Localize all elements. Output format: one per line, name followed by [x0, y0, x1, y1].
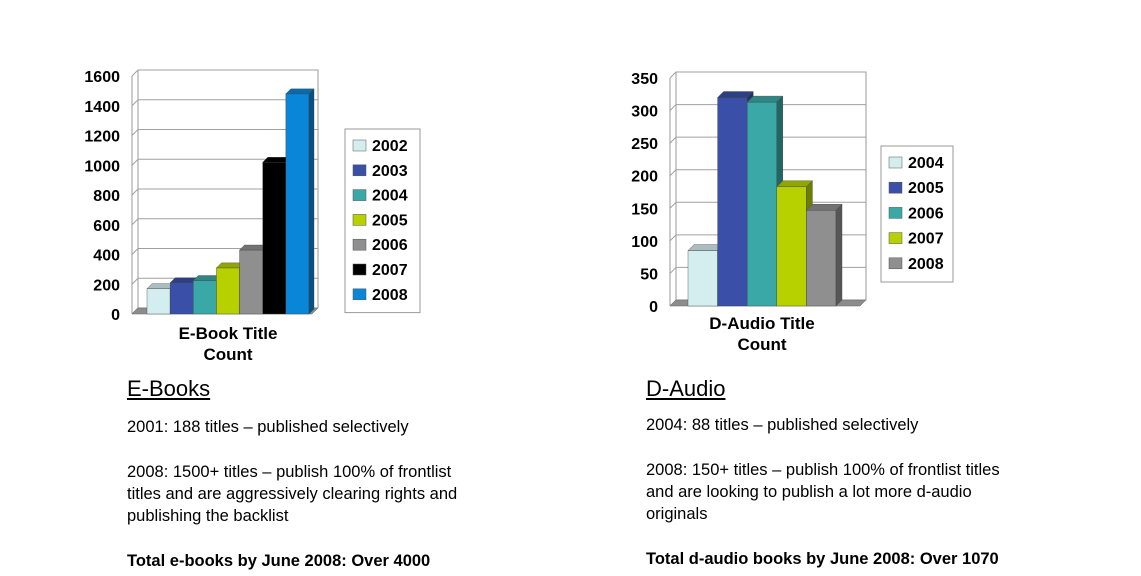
bar-2004	[687, 250, 718, 307]
legend-swatch-2004	[888, 156, 903, 169]
y-tick-label: 1600	[84, 69, 120, 86]
legend-swatch-2003	[352, 164, 367, 177]
gridline-side	[131, 129, 139, 136]
gridline-side	[131, 188, 139, 196]
bar-2007	[262, 162, 287, 315]
ebooks-para-2008: 2008: 1500+ titles – publish 100% of fro…	[127, 461, 527, 527]
legend-label-2004: 2004	[908, 155, 944, 172]
bar-side-2008	[835, 203, 843, 307]
legend-label-2008: 2008	[908, 256, 944, 273]
legend-swatch-2008	[888, 257, 903, 270]
daudio-para-2008-line3: originals	[646, 505, 708, 523]
bar-2002	[146, 288, 171, 315]
legend-label-2006: 2006	[908, 205, 944, 222]
legend-swatch-2007	[352, 263, 367, 276]
gridline-side	[669, 136, 677, 144]
gridline-side	[669, 201, 677, 209]
gridline-side	[669, 71, 677, 79]
legend-label-2007: 2007	[908, 231, 944, 248]
y-tick-label: 150	[631, 201, 658, 218]
gridline-side	[131, 248, 139, 255]
legend-label-2002: 2002	[372, 138, 408, 155]
bar-2006	[239, 249, 263, 315]
legend-label-2005: 2005	[372, 212, 408, 229]
y-tick-label: 300	[631, 104, 658, 121]
bar-2003	[169, 282, 194, 315]
x-axis-label-line: Count	[203, 345, 252, 364]
gridline-side	[131, 69, 139, 77]
daudio-para-2008: 2008: 150+ titles – publish 100% of fron…	[646, 459, 1046, 525]
legend-swatch-2002	[352, 139, 367, 152]
y-tick-label: 1000	[84, 158, 120, 175]
ebooks-para-2008-line1: 2008: 1500+ titles – publish 100% of fro…	[127, 463, 452, 481]
bar-2005	[717, 97, 748, 307]
gridline-side	[131, 277, 139, 285]
legend-label-2006: 2006	[372, 237, 408, 254]
legend-swatch-2004	[352, 189, 367, 201]
y-tick-label: 200	[631, 169, 658, 186]
gridline-side	[669, 267, 677, 274]
y-tick-label: 1400	[84, 99, 120, 116]
legend-label-2003: 2003	[372, 163, 408, 180]
bar-2008	[285, 93, 310, 315]
y-tick-label: 800	[93, 188, 120, 205]
x-axis-label-line: Count	[737, 335, 786, 354]
legend-swatch-2005	[888, 181, 903, 194]
daudio-heading: D-Audio	[646, 376, 726, 401]
ebooks-para-2008-line3: publishing the backlist	[127, 507, 289, 525]
legend-label-2007: 2007	[372, 262, 408, 279]
ebooks-para-2008-line2: titles and are aggressively clearing rig…	[127, 485, 458, 503]
gridline-side	[131, 218, 139, 226]
gridline-side	[131, 99, 139, 107]
y-tick-label: 200	[93, 277, 120, 294]
daudio-total: Total d-audio books by June 2008: Over 1…	[646, 550, 999, 568]
gridline-side	[669, 169, 677, 177]
legend-swatch-2006	[888, 207, 903, 219]
gridline-side	[131, 158, 139, 166]
ebooks-total: Total e-books by June 2008: Over 4000	[127, 552, 431, 570]
legend-label-2005: 2005	[908, 180, 944, 197]
ebook-title-count-chart: 0 200 400 600 800 1000 1200 1400 1600 E-Book Titl…	[84, 69, 421, 364]
y-tick-label: 50	[640, 266, 658, 283]
gridline-side	[669, 104, 677, 111]
legend-swatch-2006	[352, 238, 367, 251]
ebooks-heading: E-Books	[127, 376, 211, 401]
bar-2004	[193, 280, 217, 315]
bar-2006	[746, 101, 777, 307]
bar-2008	[806, 210, 837, 307]
y-tick-label: 1200	[84, 129, 120, 146]
ebooks-para-2001: 2001: 188 titles – published selectively	[127, 418, 409, 436]
bar-2007	[776, 186, 807, 307]
y-tick-label: 100	[631, 234, 658, 251]
y-tick-label: 400	[93, 248, 120, 265]
x-axis-label-line: D-Audio Title	[709, 314, 814, 333]
daudio-para-2008-line2: and are looking to publish a lot more d-…	[646, 483, 972, 501]
legend-label-2008: 2008	[372, 287, 408, 304]
y-tick-label: 350	[631, 71, 658, 88]
x-axis-label-line: E-Book Title	[179, 324, 278, 343]
legend-swatch-2008	[352, 288, 367, 301]
bar-2005	[216, 267, 240, 315]
daudio-para-2004: 2004: 88 titles – published selectively	[646, 416, 919, 434]
daudio-title-count-chart: 0 50 100 150 200 250 300 350 D-Audio Title Count 2…	[631, 71, 954, 354]
bar-side-2008	[308, 88, 315, 315]
legend-label-2004: 2004	[372, 188, 408, 205]
daudio-para-2008-line1: 2008: 150+ titles – publish 100% of fron…	[646, 461, 1000, 479]
y-tick-label: 0	[111, 307, 120, 324]
y-tick-label: 600	[93, 218, 120, 235]
legend-swatch-2007	[888, 232, 903, 244]
legend-swatch-2005	[352, 214, 367, 226]
gridline-side	[669, 234, 677, 242]
y-tick-label: 0	[649, 299, 658, 316]
y-tick-label: 250	[631, 136, 658, 153]
